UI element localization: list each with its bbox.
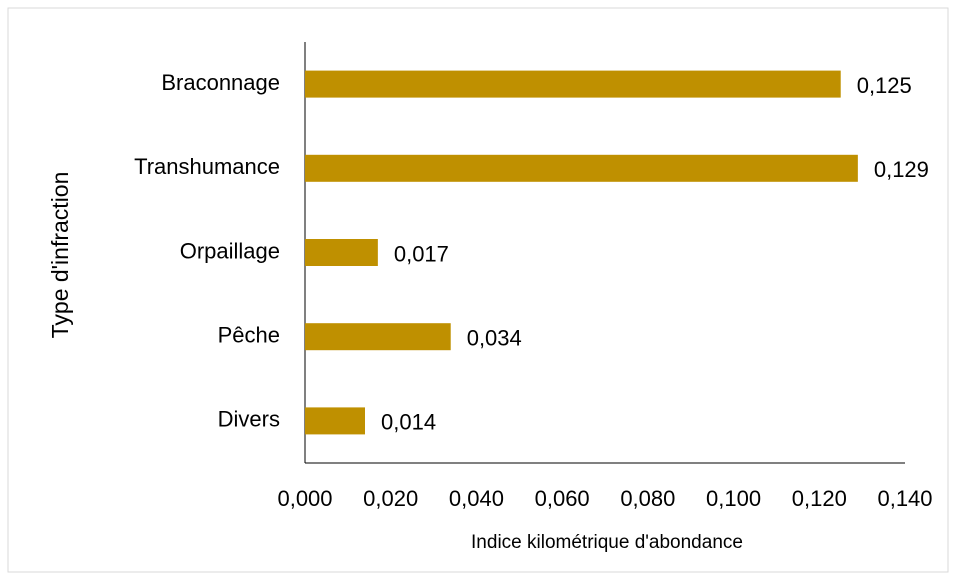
x-tick-label: 0,060 bbox=[535, 486, 590, 511]
y-tick-label: Transhumance bbox=[134, 154, 280, 179]
y-axis-title: Type d'infraction bbox=[47, 172, 73, 339]
x-tick-label: 0,120 bbox=[792, 486, 847, 511]
x-tick-label: 0,100 bbox=[706, 486, 761, 511]
data-label: 0,129 bbox=[874, 157, 929, 182]
x-tick-label: 0,000 bbox=[277, 486, 332, 511]
y-tick-label: Braconnage bbox=[161, 70, 280, 95]
bar bbox=[305, 323, 451, 351]
chart-border bbox=[7, 7, 949, 573]
bar bbox=[305, 154, 858, 182]
data-label: 0,014 bbox=[381, 410, 436, 435]
data-label: 0,125 bbox=[857, 73, 912, 98]
y-tick-label: Divers bbox=[218, 407, 280, 432]
y-tick-label: Orpaillage bbox=[180, 238, 280, 263]
bar bbox=[305, 70, 841, 98]
data-label: 0,017 bbox=[394, 241, 449, 266]
bar bbox=[305, 407, 365, 435]
x-tick-label: 0,080 bbox=[620, 486, 675, 511]
x-tick-label: 0,040 bbox=[449, 486, 504, 511]
y-tick-label: Pêche bbox=[218, 323, 280, 348]
x-tick-label: 0,140 bbox=[877, 486, 932, 511]
x-tick-label: 0,020 bbox=[363, 486, 418, 511]
bar bbox=[305, 239, 378, 266]
data-label: 0,034 bbox=[467, 326, 522, 351]
x-axis-title: Indice kilométrique d'abondance bbox=[471, 532, 743, 553]
